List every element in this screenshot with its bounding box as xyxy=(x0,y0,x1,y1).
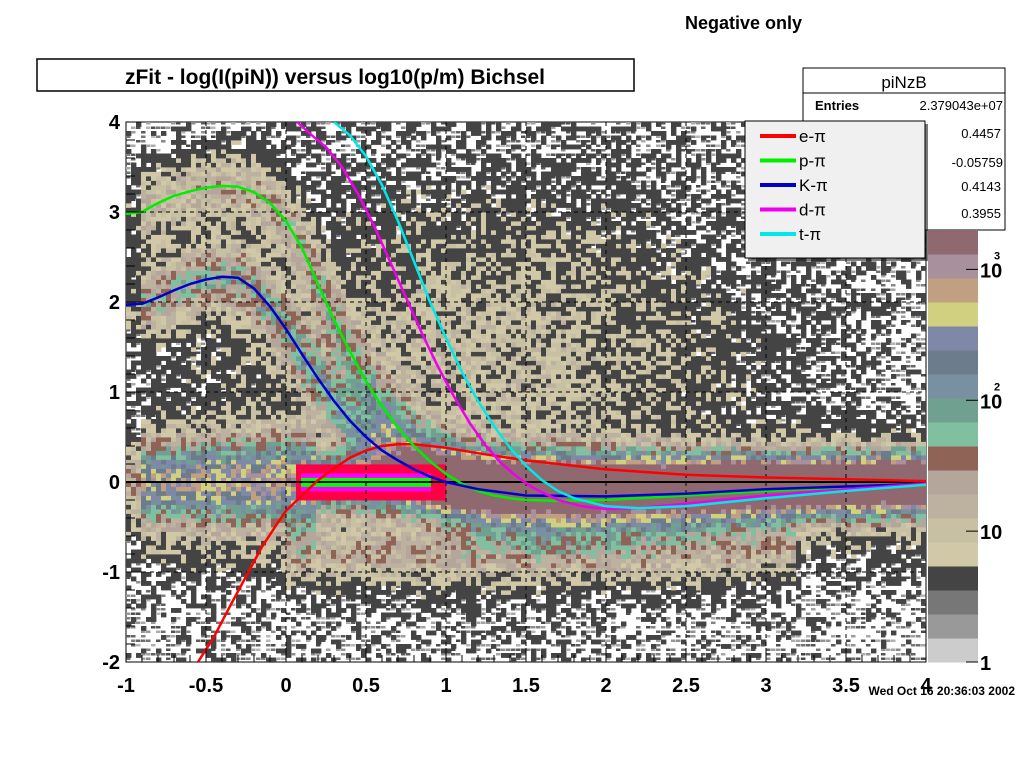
color-scale-cell xyxy=(928,302,978,327)
x-tick-label: 0.5 xyxy=(352,675,380,697)
series-line-0 xyxy=(196,442,926,662)
color-scale-label: 10 xyxy=(980,391,1002,413)
color-scale-cell xyxy=(928,470,978,495)
stats-name: piNzB xyxy=(881,73,926,92)
y-tick-label: 4 xyxy=(109,112,121,134)
stats-value-4: 0.3955 xyxy=(961,206,1001,221)
legend-label: t-π xyxy=(799,225,821,244)
color-scale-cell xyxy=(928,542,978,567)
x-tick-label: -0.5 xyxy=(189,675,223,697)
stats-value-3: 0.4143 xyxy=(961,179,1001,194)
y-tick-label: 2 xyxy=(109,292,120,314)
color-scale-cell xyxy=(928,614,978,639)
chart-title: zFit - log(I(piN)) versus log10(p/m) Bic… xyxy=(125,66,545,89)
page-note: Negative only xyxy=(685,13,802,33)
color-scale-cell xyxy=(928,374,978,399)
legend-label: K-π xyxy=(799,176,828,195)
legend-box: e-π p-π K-π d-π t-π xyxy=(744,120,928,261)
x-tick-label: 2 xyxy=(600,675,611,697)
color-scale-cell xyxy=(928,422,978,447)
color-scale-cell xyxy=(928,230,978,255)
color-scale-label: 10 xyxy=(980,522,1002,544)
color-scale-label: 1 xyxy=(980,653,991,675)
y-tick-label: 1 xyxy=(109,382,120,404)
series-line-4 xyxy=(333,122,926,510)
color-scale-exponent: 2 xyxy=(994,381,1000,393)
heatmap-cells xyxy=(126,122,926,662)
legend-label: e-π xyxy=(799,127,826,146)
y-tick-label: 3 xyxy=(109,202,120,224)
color-scale-cell xyxy=(928,446,978,471)
x-tick-label: 1.5 xyxy=(512,675,540,697)
timestamp: Wed Oct 16 20:36:03 2002 xyxy=(868,684,1015,698)
stats-entries-label: Entries xyxy=(815,98,859,113)
series-curves xyxy=(126,122,926,662)
color-scale-cell xyxy=(928,398,978,423)
color-scale-cell xyxy=(928,566,978,591)
color-scale-cell xyxy=(928,350,978,375)
color-scale-exponent: 3 xyxy=(994,250,1000,262)
y-tick-label: -1 xyxy=(102,562,120,584)
x-tick-label: 3 xyxy=(760,675,771,697)
y-tick-label: 0 xyxy=(109,472,120,494)
color-scale-cell xyxy=(928,254,978,279)
color-scale-cell xyxy=(928,638,978,663)
color-scale-cell xyxy=(928,518,978,543)
stats-entries-value: 2.379043e+07 xyxy=(919,98,1003,113)
legend-label: d-π xyxy=(799,201,826,220)
color-scale-cell xyxy=(928,326,978,351)
color-scale-label: 10 xyxy=(980,260,1002,282)
color-scale-cell xyxy=(928,590,978,615)
x-tick-label: 4 xyxy=(920,675,932,697)
x-tick-label: -1 xyxy=(117,675,135,697)
color-scale-cell xyxy=(928,494,978,519)
series-line-1 xyxy=(126,184,926,503)
x-tick-label: 2.5 xyxy=(672,675,700,697)
stats-value-1: 0.4457 xyxy=(961,126,1001,141)
legend-label: p-π xyxy=(799,152,826,171)
title-box xyxy=(36,58,635,92)
x-tick-label: 3.5 xyxy=(832,675,860,697)
x-tick-label: 0 xyxy=(280,675,291,697)
x-tick-label: 1 xyxy=(440,675,451,697)
color-scale-cell xyxy=(928,278,978,303)
y-tick-label: -2 xyxy=(102,652,120,674)
stats-value-2: -0.05759 xyxy=(952,155,1003,170)
